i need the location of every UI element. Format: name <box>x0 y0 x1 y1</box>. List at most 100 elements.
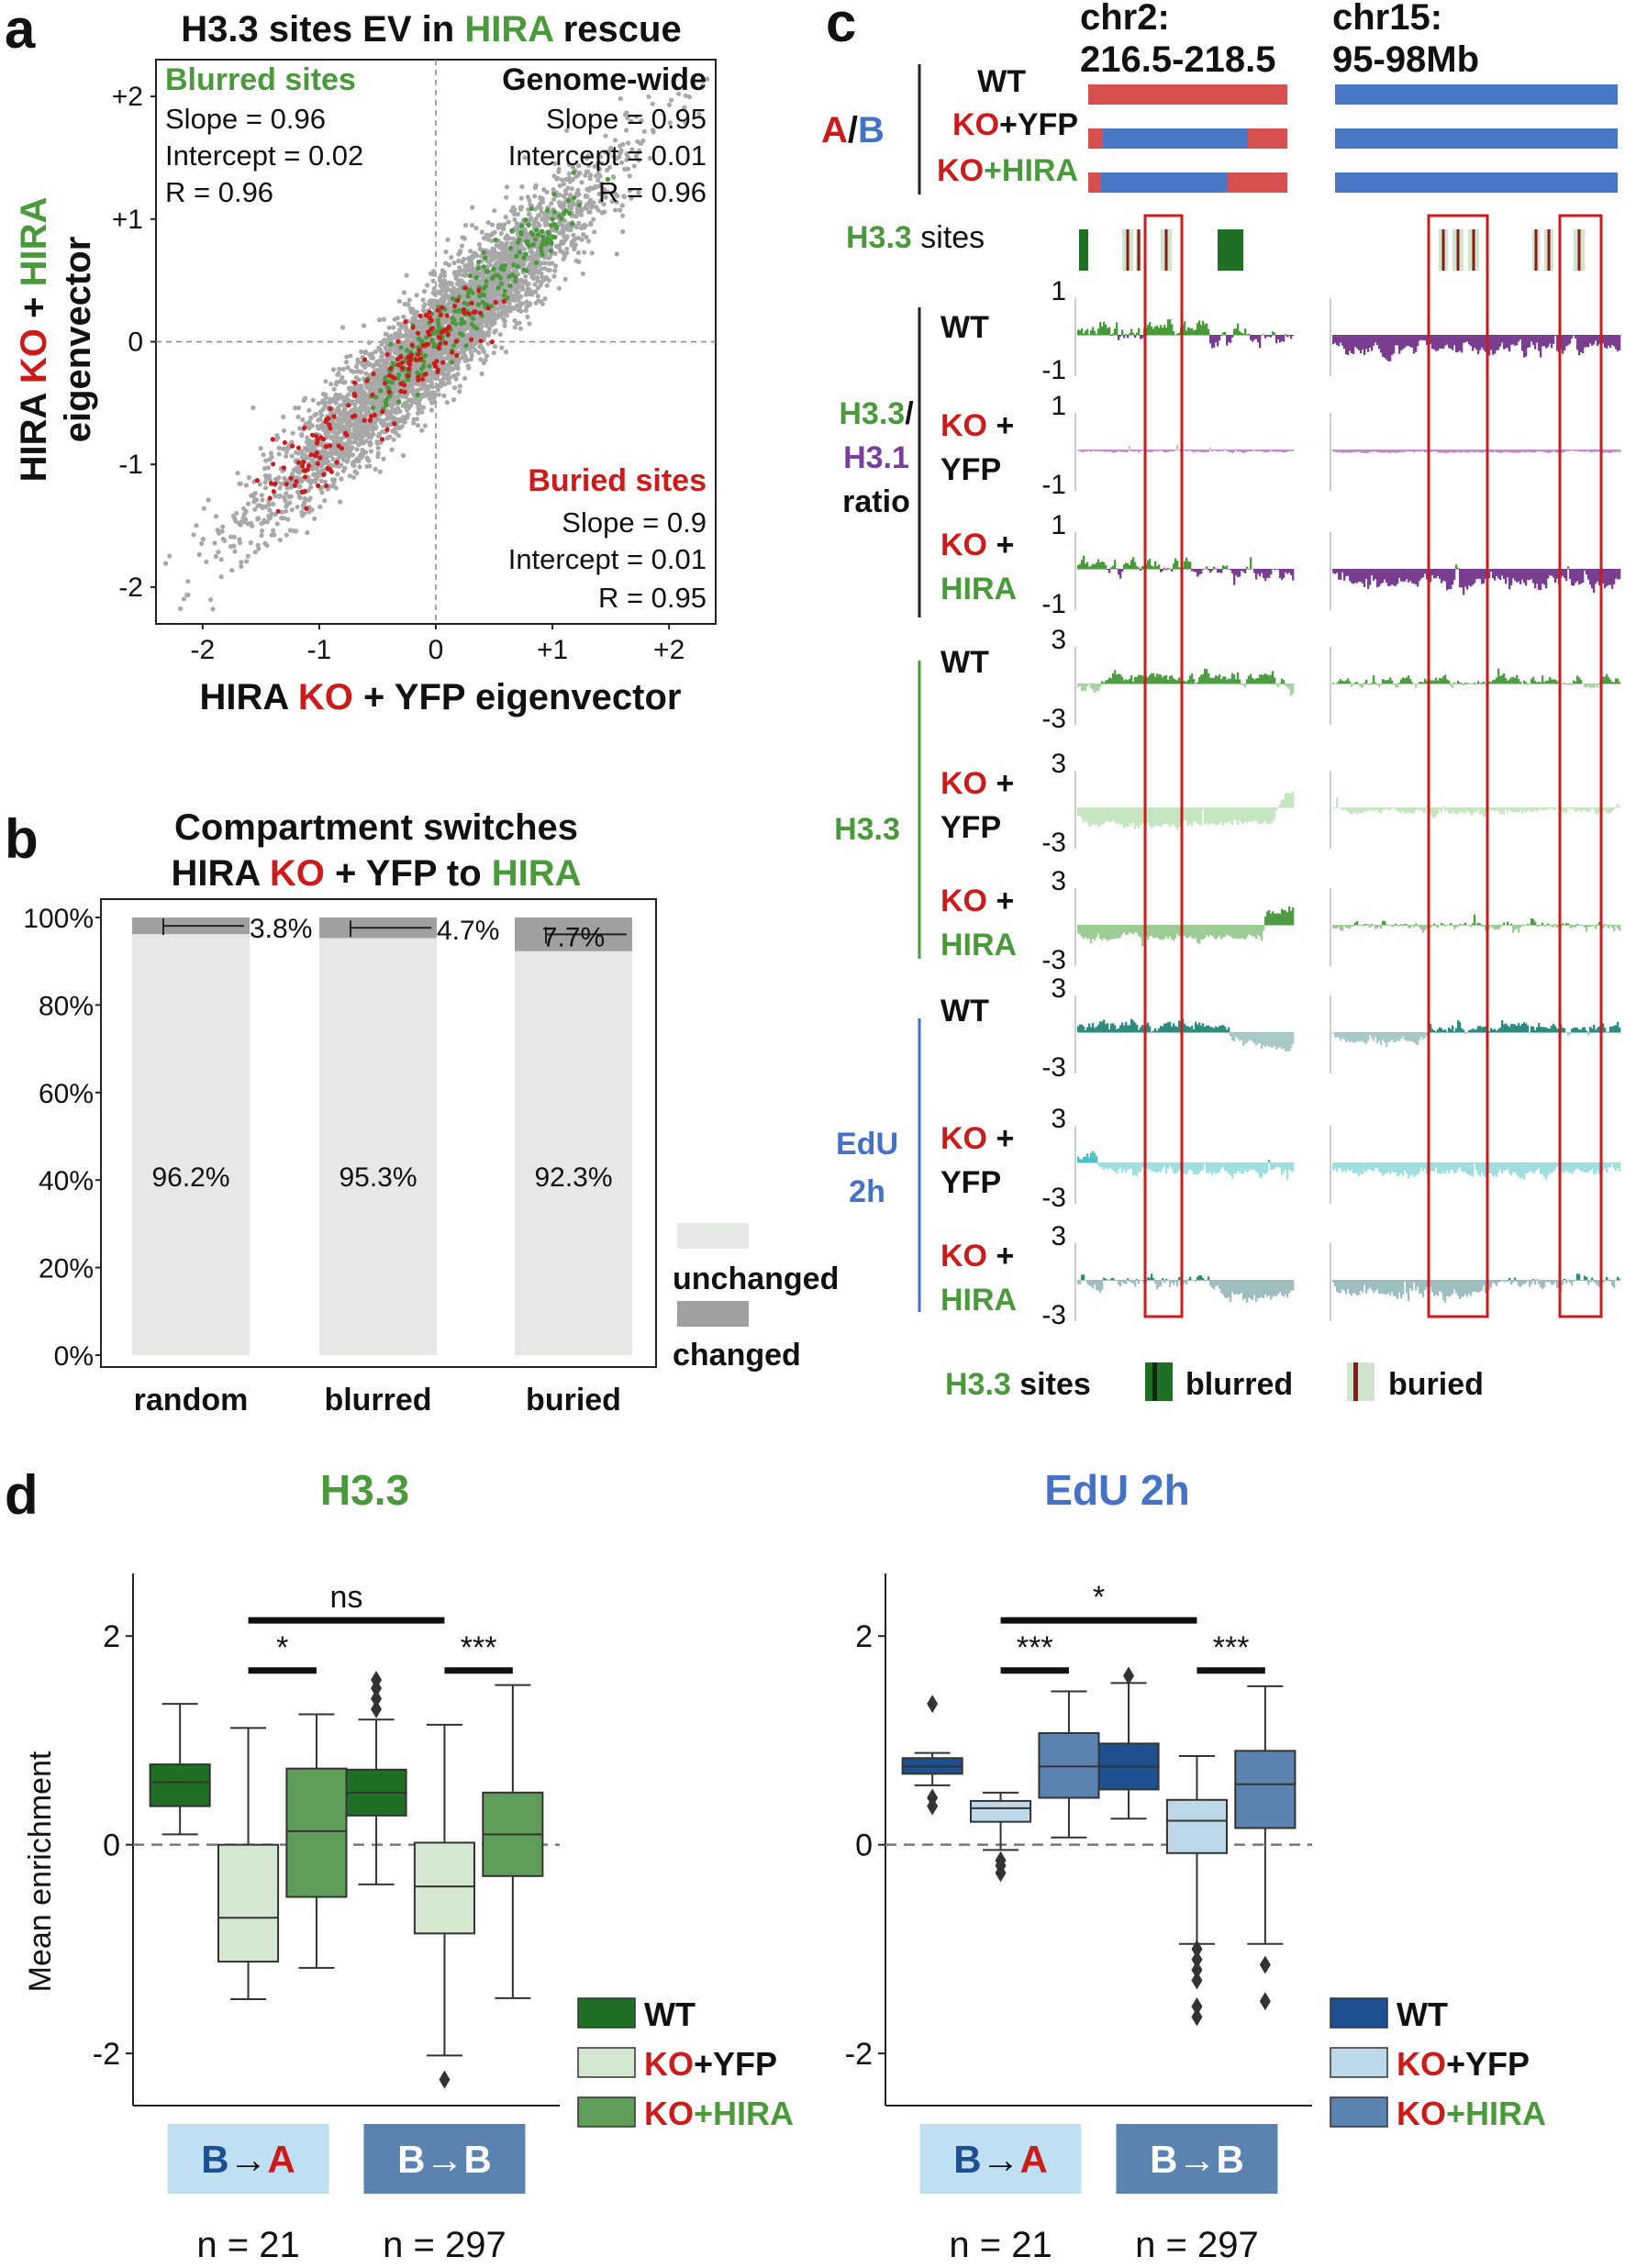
ab-hira-chr2-b <box>1101 172 1228 193</box>
x-tick-label: -1 <box>307 635 332 665</box>
signal-bin <box>1215 335 1218 343</box>
scatter-point <box>595 154 601 160</box>
scatter-point <box>466 311 472 317</box>
signal-bin <box>1259 335 1262 349</box>
scatter-point <box>601 202 607 207</box>
track-label-7-ko-yfp-line2: YFP <box>940 1165 1001 1200</box>
scatter-point <box>362 364 368 370</box>
scatter-point <box>370 392 375 397</box>
scatter-point <box>441 393 447 398</box>
panel-a-ylabel: HIRA KO + HIRA eigenvector <box>14 197 98 483</box>
scatter-point <box>388 413 394 418</box>
scatter-point <box>571 232 576 238</box>
scatter-point <box>444 400 450 406</box>
scatter-point <box>185 592 191 598</box>
scatter-point <box>516 307 521 313</box>
scatter-point <box>191 532 196 538</box>
signal-bin <box>1185 330 1188 336</box>
scatter-point <box>303 474 308 480</box>
signal-bin <box>1277 335 1280 339</box>
scatter-point <box>545 229 551 235</box>
scatter-point <box>316 401 321 406</box>
genome-title: Genome-wide <box>502 62 707 97</box>
scatter-point <box>381 317 386 322</box>
scatter-point <box>328 443 333 449</box>
scatter-point <box>431 269 437 274</box>
scatter-point <box>252 550 258 555</box>
scatter-point <box>368 387 373 393</box>
scatter-point <box>445 319 451 325</box>
scatter-point <box>377 317 383 323</box>
scatter-point <box>533 260 540 265</box>
scatter-point <box>535 294 540 299</box>
scatter-point <box>333 400 339 406</box>
scatter-point <box>260 497 265 503</box>
scatter-point <box>388 366 394 372</box>
scatter-point <box>439 383 444 389</box>
scatter-point <box>381 456 386 461</box>
scatter-point <box>485 269 491 274</box>
scatter-point <box>526 255 531 261</box>
signal-bin <box>1343 335 1346 350</box>
h33-site-marks <box>1079 229 1585 271</box>
scatter-point <box>215 528 220 533</box>
signal-bin <box>1184 321 1186 336</box>
signal-bin <box>1112 333 1115 336</box>
scatter-point <box>315 424 320 429</box>
scatter-point <box>353 364 360 370</box>
signal-bin <box>1162 327 1164 336</box>
signal-tracks <box>1074 298 1621 1321</box>
scatter-point <box>343 426 350 431</box>
scatter-point <box>408 309 414 315</box>
blurred-site-0 <box>1079 229 1088 271</box>
scatter-point <box>267 495 273 501</box>
scatter-point <box>470 205 475 210</box>
scatter-point <box>414 357 419 362</box>
scatter-point <box>564 176 570 182</box>
scatter-point <box>479 324 484 329</box>
scatter-point <box>544 217 550 222</box>
signal-bin <box>1107 328 1109 336</box>
scatter-point <box>389 374 395 380</box>
scatter-point <box>501 257 506 262</box>
scatter-point <box>504 350 509 355</box>
scatter-point <box>406 373 411 379</box>
buried-r: R = 0.95 <box>598 582 707 614</box>
scatter-point <box>466 365 472 371</box>
signal-bin <box>1281 335 1284 341</box>
scatter-point <box>469 300 474 306</box>
scatter-point <box>544 207 551 213</box>
signal-bin <box>1268 335 1271 337</box>
signal-bin <box>1114 328 1117 336</box>
scatter-point <box>515 211 521 217</box>
scatter-point <box>483 330 488 336</box>
panel-b-label: b <box>5 808 39 870</box>
scatter-point <box>388 341 394 348</box>
scatter-point <box>279 509 284 515</box>
signal-bin <box>1362 335 1364 350</box>
scatter-point <box>456 269 462 274</box>
scatter-point <box>442 382 448 387</box>
scatter-point <box>388 333 394 339</box>
scatter-point <box>277 537 283 543</box>
scatter-point <box>469 269 475 274</box>
signal-bin <box>1108 327 1111 336</box>
scatter-point <box>386 389 392 395</box>
scatter-point <box>453 339 459 344</box>
buried-intercept: Intercept = 0.01 <box>508 543 707 575</box>
scatter-point <box>481 349 487 354</box>
signal-bin <box>1398 335 1401 354</box>
scatter-point <box>339 476 344 482</box>
scatter-point <box>460 235 465 240</box>
track-label-2-ko-hira-line2: HIRA <box>940 572 1017 606</box>
scatter-point <box>504 240 509 246</box>
scatter-point <box>181 596 186 602</box>
scatter-point <box>385 384 391 390</box>
signal-bin <box>1363 335 1366 355</box>
scatter-point <box>269 454 274 460</box>
ab-chr15-row0 <box>1335 84 1618 105</box>
scatter-point <box>498 230 504 237</box>
scatter-point <box>562 276 568 282</box>
genome-slope: Slope = 0.95 <box>546 103 707 135</box>
scatter-point <box>395 393 401 398</box>
